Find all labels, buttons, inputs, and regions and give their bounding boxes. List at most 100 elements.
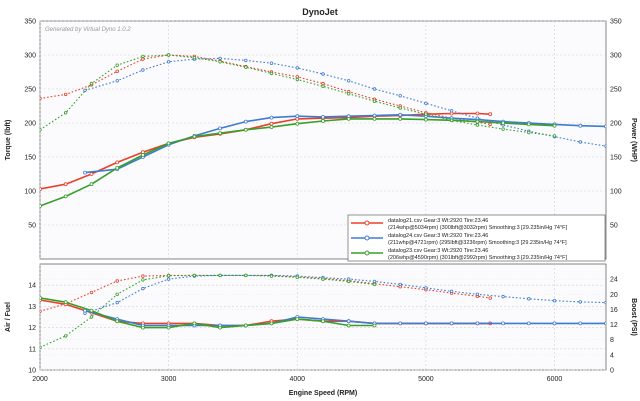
torque-point <box>63 111 68 115</box>
power-point <box>243 119 248 124</box>
torque-point <box>141 68 145 72</box>
power-tick-label: 350 <box>610 19 622 26</box>
power-point <box>372 113 377 118</box>
torque-tick-label: 200 <box>24 121 36 128</box>
torque-point <box>527 130 531 135</box>
boost-point <box>115 279 119 283</box>
power-point <box>423 117 428 122</box>
power-tick-label: 250 <box>610 87 622 94</box>
torque-point <box>166 60 171 64</box>
afr-point <box>372 323 377 328</box>
power-tick-label: 200 <box>610 121 622 128</box>
power-point <box>218 131 223 136</box>
legend-entry-datalog21: datalog21.csv Gear:3 Wt:2920 Tire:23.46 … <box>351 218 568 231</box>
legend-line1: datalog23.csv Gear:3 Wt:2920 Tire:23.46 <box>388 248 488 254</box>
boost-tick-label: 12 <box>610 322 618 329</box>
torque-point <box>244 58 248 63</box>
power-point <box>501 121 506 125</box>
boost-point <box>372 279 377 284</box>
boost-point <box>372 282 377 287</box>
boost-point <box>269 274 274 278</box>
torque-point <box>115 79 119 83</box>
afr-line <box>40 297 375 329</box>
boost-point <box>347 279 351 284</box>
torque-point <box>398 106 402 110</box>
torque-point <box>40 96 42 101</box>
boost-point <box>321 277 325 281</box>
torque-axis-label: Torque (lbft) <box>5 120 12 161</box>
power-point <box>488 112 493 117</box>
boost-point <box>424 286 428 290</box>
afr-point <box>243 323 248 328</box>
x-axis-label: Engine Speed (RPM) <box>289 390 357 397</box>
torque-tick-label: 250 <box>24 87 36 94</box>
x-tick-label: 6000 <box>547 376 563 383</box>
torque-tick-label: 300 <box>24 53 36 60</box>
x-tick-label: 5000 <box>418 376 434 383</box>
torque-point <box>269 61 274 65</box>
torque-point <box>501 127 505 131</box>
power-point <box>372 117 377 121</box>
torque-point <box>141 57 145 61</box>
torque-point <box>321 84 325 88</box>
boost-tick-label: 20 <box>610 292 618 299</box>
afr-point <box>115 319 120 324</box>
torque-point <box>398 94 402 98</box>
afr-point <box>578 321 583 326</box>
power-tick-label: 100 <box>610 189 622 196</box>
afr-point <box>269 321 274 326</box>
boost-axis-label: Boost (PSI) <box>630 298 637 336</box>
torque-point <box>475 116 480 120</box>
power-point <box>321 119 325 123</box>
boost-point <box>501 294 505 299</box>
boost-point <box>244 273 248 278</box>
power-point <box>192 134 197 139</box>
boost-point <box>475 292 480 296</box>
boost-tick-label: 8 <box>610 337 614 344</box>
power-point <box>89 172 94 176</box>
torque-point <box>141 54 145 59</box>
boost-point <box>40 345 42 349</box>
power-point <box>398 112 403 117</box>
afr-point <box>140 325 145 330</box>
afr-tick-label: 10 <box>28 368 36 375</box>
legend-box <box>347 214 606 262</box>
power-point <box>63 194 68 199</box>
torque-point <box>166 53 171 57</box>
afr-point <box>346 319 351 324</box>
torque-point <box>321 81 325 86</box>
torque-point <box>347 92 351 96</box>
legend-line1: datalog24.csv Gear:3 Wt:2920 Tire:23.46 <box>388 233 488 239</box>
power-point <box>321 115 325 119</box>
top-series <box>40 53 606 208</box>
afr-point <box>40 296 42 300</box>
boost-point <box>192 273 197 278</box>
boost-point <box>578 300 582 304</box>
torque-point <box>424 101 428 105</box>
power-point <box>346 117 351 121</box>
boost-tick-label: 24 <box>610 277 618 284</box>
power-point <box>475 119 480 124</box>
boost-point <box>218 273 222 278</box>
boost-point <box>89 290 94 295</box>
power-point <box>40 187 42 191</box>
power-point <box>269 115 274 120</box>
x-tick-label: 4000 <box>289 376 305 383</box>
afr-point <box>321 319 325 324</box>
boost-point <box>295 275 299 279</box>
torque-tick-label: 150 <box>24 155 36 162</box>
power-point <box>578 123 583 128</box>
torque-point <box>295 77 299 82</box>
torque-point <box>578 140 582 144</box>
boost-point <box>141 274 145 278</box>
x-tick-label: 3000 <box>161 376 177 383</box>
torque-point <box>115 69 119 73</box>
boost-point <box>63 334 68 338</box>
power-point <box>89 182 94 187</box>
boost-tick-label: 4 <box>610 352 614 359</box>
torque-point <box>269 71 274 76</box>
afr-point <box>449 321 454 326</box>
afr-tick-label: 13 <box>28 304 36 311</box>
afr-point <box>604 321 606 326</box>
torque-point <box>347 79 351 83</box>
